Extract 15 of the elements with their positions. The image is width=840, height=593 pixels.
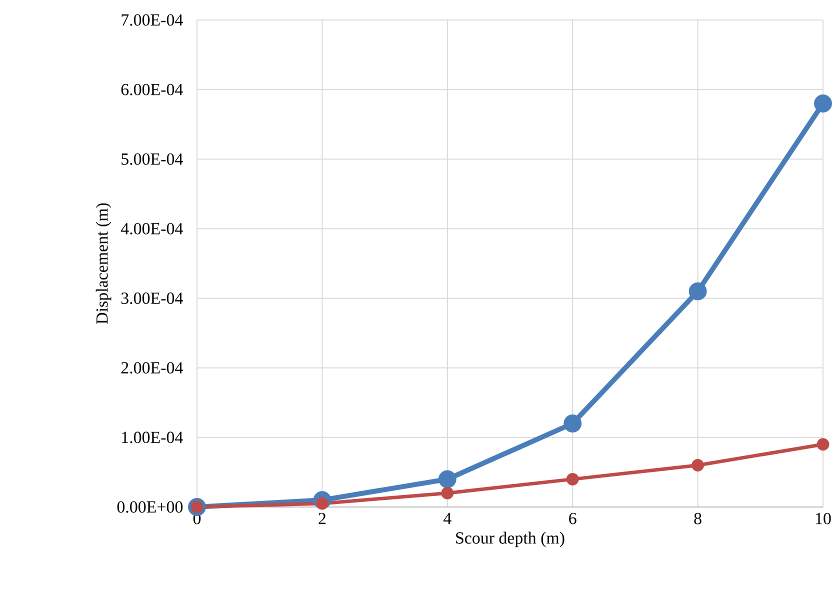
y-tick-label: 3.00E-04 bbox=[121, 292, 183, 304]
x-tick-label: 6 bbox=[569, 512, 576, 524]
y-axis-title: Displacement (m) bbox=[96, 203, 112, 324]
x-tick-label: 10 bbox=[816, 512, 831, 524]
x-tick-label: 8 bbox=[694, 512, 702, 524]
y-tick-label: 2.00E-04 bbox=[121, 362, 183, 374]
y-tick-label: 7.00E-04 bbox=[122, 14, 183, 26]
x-axis-title: Scour depth (m) bbox=[456, 532, 564, 548]
y-tick-label: 6.00E-04 bbox=[121, 84, 183, 96]
y-tick-label: 5.00E-04 bbox=[122, 153, 183, 165]
x-tick-label: 2 bbox=[318, 512, 326, 524]
y-tick-label: 0.00E+00 bbox=[117, 501, 183, 513]
x-tick-label: 4 bbox=[444, 512, 452, 524]
y-tick-label: 1.00E-04 bbox=[122, 432, 183, 444]
y-tick-label: 4.00E-04 bbox=[120, 222, 183, 234]
